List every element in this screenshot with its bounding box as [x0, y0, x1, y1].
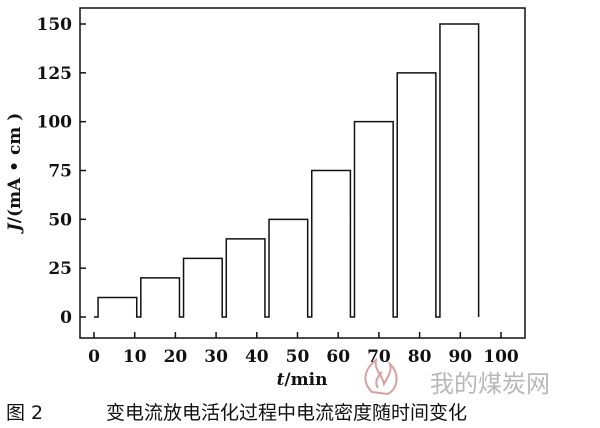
chart: 我的煤炭网 0 10 20 30 40 50 60 70 80 90 100 0 25 50 75 100 1…: [5, 7, 550, 398]
y-tick-label: 75: [48, 162, 72, 182]
step-2: [141, 278, 180, 317]
step-6: [312, 171, 351, 318]
figure-number: 图 2: [6, 402, 44, 424]
y-tick-label: 125: [37, 64, 73, 84]
x-axis-title: t/min: [277, 370, 328, 390]
x-axis-unit: /min: [284, 370, 327, 390]
x-tick-label: 40: [245, 347, 269, 367]
x-tick-label: 50: [286, 347, 310, 367]
plot-frame: [79, 7, 526, 339]
x-tick-label: 30: [204, 347, 228, 367]
step-7: [354, 122, 393, 317]
x-tick-label: 20: [164, 347, 188, 367]
x-tick-label: 0: [88, 347, 100, 367]
data-series: [94, 23, 480, 318]
current-density-line: [94, 23, 480, 318]
x-axis-variable: t: [277, 370, 285, 390]
flame-logo-icon: [364, 357, 398, 396]
step-3: [184, 258, 223, 317]
watermark: 我的煤炭网: [364, 357, 550, 398]
y-tick-label: 50: [48, 210, 72, 230]
step-9: [440, 24, 479, 317]
y-tick-label: 25: [48, 259, 72, 279]
figure-caption: 图 2 变电流放电活化过程中电流密度随时间变化: [6, 398, 598, 424]
y-tick-label: 0: [60, 308, 72, 328]
y-tick-label: 100: [37, 113, 73, 133]
x-tick-label: 60: [326, 347, 350, 367]
step-8: [397, 73, 436, 317]
x-tick-label: 90: [448, 347, 472, 367]
step-4: [226, 239, 265, 317]
caption-text: 变电流放电活化过程中电流密度随时间变化: [106, 402, 468, 424]
x-tick-label: 100: [483, 347, 519, 367]
step-5: [269, 219, 308, 317]
y-axis: 0 25 50 75 100 125 150: [37, 15, 86, 328]
x-tick-label: 10: [123, 347, 147, 367]
x-axis: 0 10 20 30 40 50 60 70 80 90 100: [88, 332, 519, 367]
x-tick-label: 70: [367, 347, 391, 367]
y-axis-title: J/(mA • cm ): [5, 113, 25, 234]
watermark-text: 我的煤炭网: [430, 370, 550, 398]
y-axis-unit: /(mA • cm ): [5, 113, 25, 223]
step-1: [98, 297, 137, 317]
y-tick-label: 150: [37, 15, 73, 35]
y-axis-variable: J: [5, 222, 25, 234]
x-tick-label: 80: [408, 347, 432, 367]
